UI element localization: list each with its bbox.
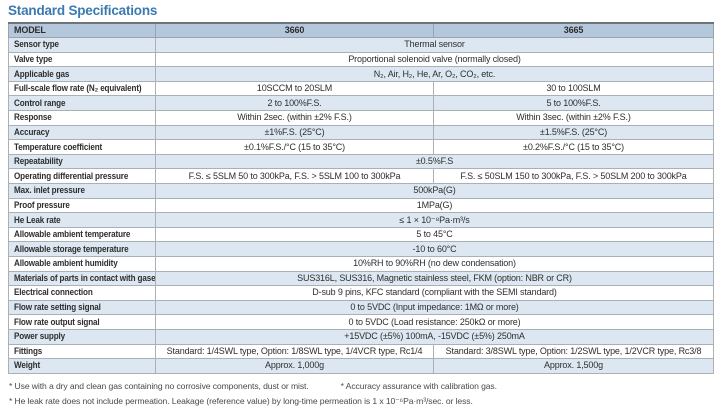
spec-label: Fittings (8, 343, 156, 360)
spec-label: Valve type (8, 51, 156, 68)
model-header-label: MODEL (8, 22, 156, 39)
spec-label: Control range (8, 95, 156, 112)
spec-value-3665: ±0.2%F.S./°C (15 to 35°C) (433, 139, 714, 155)
table-row: Applicable gas N₂, Air, H₂, He, Ar, O₂, … (8, 66, 714, 82)
spec-value: -10 to 60°C (155, 241, 714, 257)
table-row: Sensor type Thermal sensor (8, 37, 714, 53)
spec-value: N₂, Air, H₂, He, Ar, O₂, CO₂, etc. (155, 66, 714, 82)
table-row: Operating differential pressure F.S. ≤ 5… (8, 168, 714, 185)
spec-value: ±0.5%F.S (155, 153, 714, 170)
spec-label: Response (8, 110, 156, 126)
table-row: Materials of parts in contact with gases… (8, 270, 714, 287)
spec-value: ≤ 1 × 10⁻⁸Pa·m³/s (155, 212, 714, 228)
spec-value-3660: ±0.1%F.S./°C (15 to 35°C) (155, 139, 434, 155)
spec-label: Allowable ambient temperature (8, 226, 156, 243)
spec-value: +15VDC (±5%) 100mA, -15VDC (±5%) 250mA (155, 328, 714, 345)
model-column-3665: 3665 (433, 22, 714, 39)
spec-label: Accuracy (8, 124, 156, 141)
table-header-row: MODEL 3660 3665 (8, 22, 714, 39)
spec-value: SUS316L, SUS316, Magnetic stainless stee… (155, 270, 714, 287)
table-row: Allowable ambient humidity 10%RH to 90%R… (8, 256, 714, 272)
table-row: Weight Approx. 1,000g Approx. 1,500g (8, 358, 714, 374)
table-row: Fittings Standard: 1/4SWL type, Option: … (8, 343, 714, 360)
spec-value: 10%RH to 90%RH (no dew condensation) (155, 256, 714, 272)
spec-label: Weight (8, 358, 156, 374)
spec-value-3660: 10SCCM to 20SLM (155, 80, 434, 97)
spec-value-3660: Within 2sec. (within ±2% F.S.) (155, 110, 434, 126)
spec-label: Applicable gas (8, 66, 156, 82)
table-row: Allowable ambient temperature 5 to 45°C (8, 226, 714, 243)
spec-label: Allowable ambient humidity (8, 256, 156, 272)
footnote-leak-rate: * He leak rate does not include permeati… (9, 395, 473, 406)
spec-value: 1MPa(G) (155, 197, 714, 214)
table-row: Flow rate setting signal 0 to 5VDC (Inpu… (8, 299, 714, 316)
spec-value: 500kPa(G) (155, 183, 714, 199)
table-row: Flow rate output signal 0 to 5VDC (Load … (8, 314, 714, 330)
table-row: Electrical connection D-sub 9 pins, KFC … (8, 285, 714, 301)
spec-value-3665: ±1.5%F.S. (25°C) (433, 124, 714, 141)
spec-value-3665: 30 to 100SLM (433, 80, 714, 97)
spec-value-3660: ±1%F.S. (25°C) (155, 124, 434, 141)
table-row: Allowable storage temperature -10 to 60°… (8, 241, 714, 257)
spec-value: 5 to 45°C (155, 226, 714, 243)
table-row: Temperature coefficient ±0.1%F.S./°C (15… (8, 139, 714, 155)
table-row: Proof pressure 1MPa(G) (8, 197, 714, 214)
table-row: Accuracy ±1%F.S. (25°C) ±1.5%F.S. (25°C) (8, 124, 714, 141)
spec-label: Operating differential pressure (8, 168, 156, 185)
spec-label: He Leak rate (8, 212, 156, 228)
table-row: Power supply +15VDC (±5%) 100mA, -15VDC … (8, 328, 714, 345)
spec-label: Max. inlet pressure (8, 183, 156, 199)
spec-value-3665: F.S. ≤ 50SLM 150 to 300kPa, F.S. > 50SLM… (433, 168, 714, 185)
spec-value: 0 to 5VDC (Load resistance: 250kΩ or mor… (155, 314, 714, 330)
spec-value-3665: Approx. 1,500g (433, 358, 714, 374)
spec-label: Flow rate setting signal (8, 299, 156, 316)
spec-label: Temperature coefficient (8, 139, 156, 155)
model-column-3660: 3660 (155, 22, 434, 39)
spec-label: Materials of parts in contact with gases (8, 270, 156, 287)
spec-value: D-sub 9 pins, KFC standard (compliant wi… (155, 285, 714, 301)
spec-label: Sensor type (8, 37, 156, 53)
spec-label: Repeatability (8, 153, 156, 170)
footnote-gas-purity: * Use with a dry and clean gas containin… (9, 380, 309, 391)
spec-label: Electrical connection (8, 285, 156, 301)
spec-label: Full-scale flow rate (N₂ equivalent) (8, 80, 156, 97)
spec-value-3665: 5 to 100%F.S. (433, 95, 714, 112)
table-row: Full-scale flow rate (N₂ equivalent) 10S… (8, 80, 714, 97)
table-row: Response Within 2sec. (within ±2% F.S.) … (8, 110, 714, 126)
spec-value-3665: Standard: 3/8SWL type, Option: 1/2SWL ty… (433, 343, 714, 360)
spec-value-3660: Approx. 1,000g (155, 358, 434, 374)
spec-value: Proportional solenoid valve (normally cl… (155, 51, 714, 68)
spec-value-3660: 2 to 100%F.S. (155, 95, 434, 112)
spec-value: 0 to 5VDC (Input impedance: 1MΩ or more) (155, 299, 714, 316)
table-row: Repeatability ±0.5%F.S (8, 153, 714, 170)
spec-value-3660: F.S. ≤ 5SLM 50 to 300kPa, F.S. > 5SLM 10… (155, 168, 434, 185)
footnote-accuracy: * Accuracy assurance with calibration ga… (340, 380, 497, 391)
spec-value: Thermal sensor (155, 37, 714, 53)
spec-value-3665: Within 3sec. (within ±2% F.S.) (433, 110, 714, 126)
spec-label: Power supply (8, 328, 156, 345)
footnotes: * Use with a dry and clean gas containin… (9, 381, 718, 407)
spec-label: Flow rate output signal (8, 314, 156, 330)
table-row: He Leak rate ≤ 1 × 10⁻⁸Pa·m³/s (8, 212, 714, 228)
table-row: Valve type Proportional solenoid valve (… (8, 51, 714, 68)
table-row: Max. inlet pressure 500kPa(G) (8, 183, 714, 199)
table-row: Control range 2 to 100%F.S. 5 to 100%F.S… (8, 95, 714, 112)
specifications-table: MODEL 3660 3665 Sensor type Thermal sens… (8, 22, 714, 374)
spec-value-3660: Standard: 1/4SWL type, Option: 1/8SWL ty… (155, 343, 434, 360)
spec-label: Allowable storage temperature (8, 241, 156, 257)
spec-label: Proof pressure (8, 197, 156, 214)
page-title: Standard Specifications (8, 3, 158, 18)
